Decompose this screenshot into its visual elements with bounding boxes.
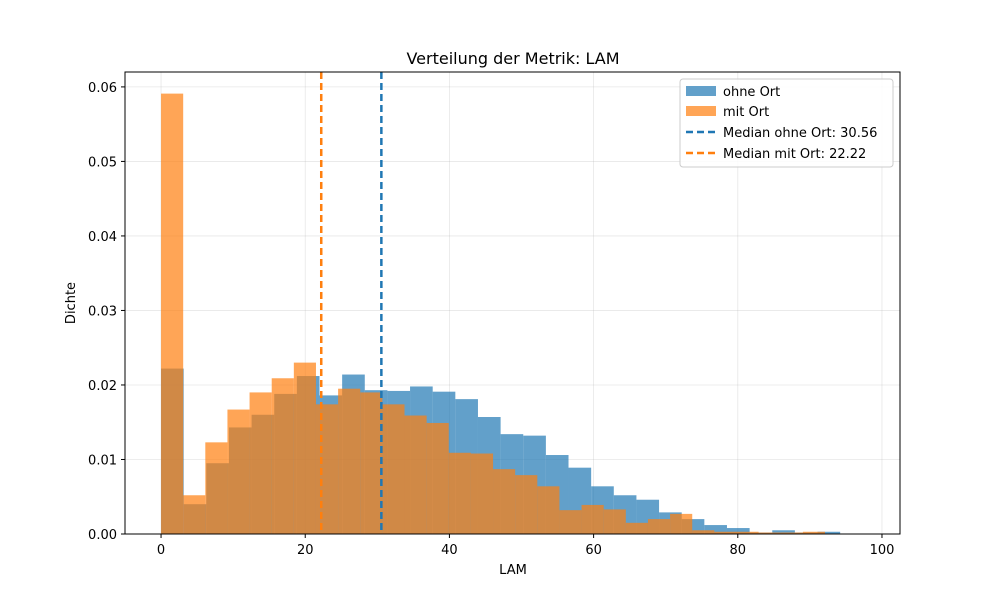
bar-mit-ort	[559, 510, 582, 534]
legend-label: Median mit Ort: 22.22	[723, 147, 866, 162]
bar-mit-ort	[603, 509, 626, 534]
legend: ohne Ort mit Ort Median ohne Ort: 30.56 Med…	[679, 78, 894, 168]
bar-mit-ort	[205, 442, 228, 534]
bar-mit-ort	[360, 392, 383, 534]
x-tick-label: 40	[441, 543, 458, 558]
legend-swatch	[686, 86, 716, 96]
bar-ohne-ort	[726, 528, 750, 534]
bar-mit-ort	[183, 495, 206, 534]
bar-mit-ort	[293, 362, 316, 534]
y-axis-label: Dichte	[64, 282, 79, 324]
bar-mit-ort	[426, 422, 449, 534]
chart-title: Verteilung der Metrik: LAM	[406, 49, 619, 68]
bar-ohne-ort	[817, 531, 841, 534]
legend-box	[679, 78, 894, 168]
bar-mit-ort	[315, 404, 339, 534]
x-tick-label: 20	[297, 543, 314, 558]
bar-mit-ort	[470, 453, 494, 534]
y-axis-ticks: 0.00 0.01 0.02 0.03 0.04 0.05 0.06	[88, 81, 125, 543]
bar-ohne-ort	[772, 530, 795, 534]
plot-frame	[124, 71, 901, 535]
x-tick-label: 0	[157, 543, 165, 558]
y-tick-label: 0.00	[88, 528, 117, 543]
legend-label: mit Ort	[723, 105, 769, 120]
bar-mit-ort	[625, 522, 648, 534]
bar-mit-ort	[736, 531, 759, 534]
bar-mit-ort	[802, 531, 826, 534]
bar-mit-ort	[758, 532, 781, 534]
bar-mit-ort	[249, 392, 272, 534]
bar-mit-ort	[537, 486, 560, 534]
x-tick-label: 60	[585, 543, 602, 558]
bar-ohne-ort	[704, 525, 727, 534]
y-tick-label: 0.05	[88, 155, 117, 170]
legend-label: ohne Ort	[723, 85, 780, 100]
bar-mit-ort	[338, 388, 361, 534]
median-lines	[319, 72, 383, 534]
x-axis-ticks: 0 20 40 60 80 100	[157, 534, 894, 558]
y-tick-label: 0.03	[88, 304, 117, 319]
bar-mit-ort	[227, 409, 250, 534]
bar-mit-ort	[647, 519, 671, 534]
y-tick-label: 0.01	[88, 453, 117, 468]
bar-mit-ort	[692, 530, 715, 534]
legend-swatch	[686, 106, 716, 116]
bar-mit-ort	[493, 469, 516, 534]
x-tick-label: 80	[730, 543, 747, 558]
bar-mit-ort	[382, 404, 405, 534]
legend-label: Median ohne Ort: 30.56	[723, 126, 877, 141]
x-axis-label: LAM	[499, 563, 527, 578]
y-tick-label: 0.06	[88, 81, 117, 96]
bar-mit-ort	[581, 504, 604, 534]
bar-mit-ort	[161, 93, 184, 534]
x-tick-label: 100	[870, 543, 895, 558]
y-tick-label: 0.04	[88, 230, 117, 245]
bar-mit-ort	[448, 452, 471, 534]
bar-mit-ort	[780, 532, 803, 534]
bar-mit-ort	[404, 415, 427, 534]
bar-mit-ort	[271, 378, 294, 534]
bar-mit-ort	[714, 531, 737, 534]
bar-mit-ort	[670, 513, 693, 534]
bar-mit-ort	[515, 475, 538, 534]
y-tick-label: 0.02	[88, 379, 117, 394]
